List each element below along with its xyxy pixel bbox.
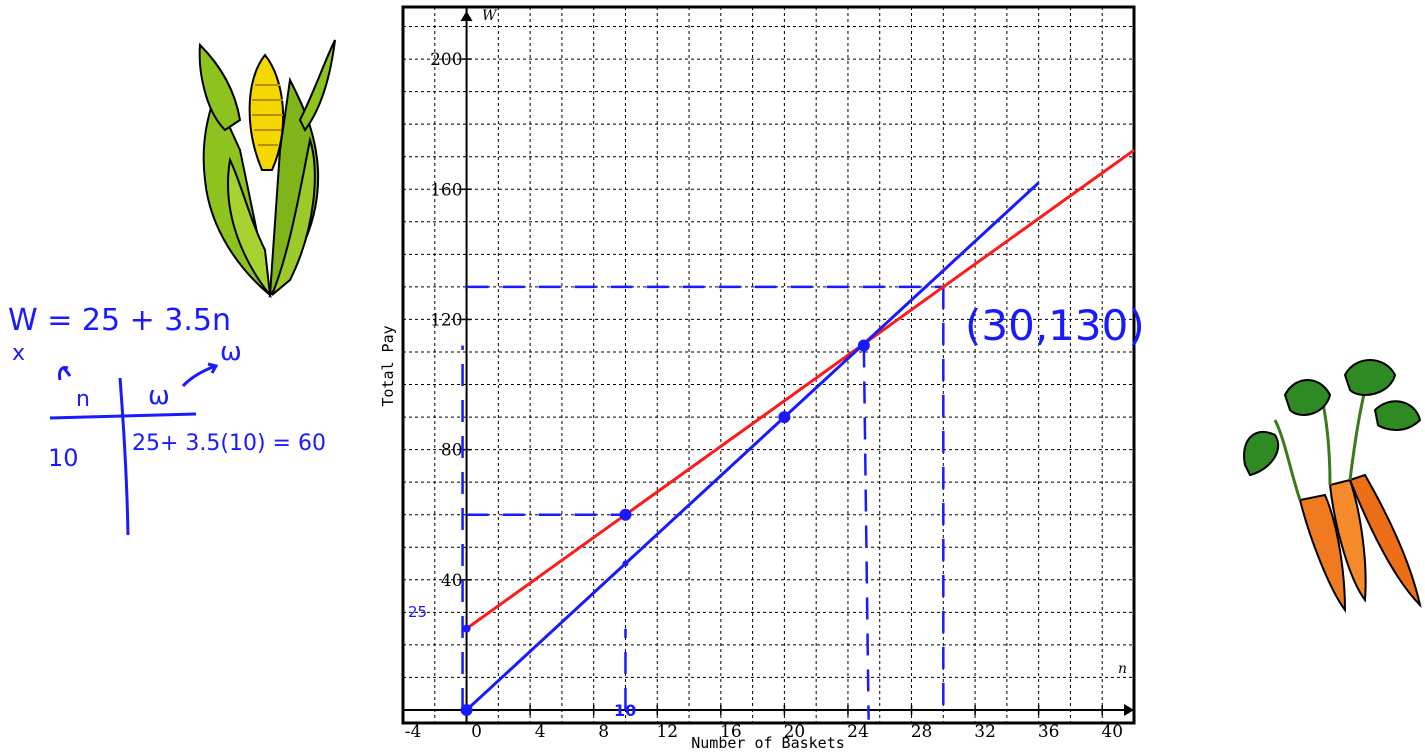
x-tick-label: 32 xyxy=(974,722,996,742)
x-tick-label: 16 xyxy=(720,722,742,742)
n-note: n xyxy=(76,387,90,412)
y-tick-label: 40 xyxy=(441,571,463,591)
series-line xyxy=(465,148,1135,630)
x-tick-label: 12 xyxy=(656,722,678,742)
table-row-n: 10 xyxy=(48,444,79,472)
x-tick-label: 40 xyxy=(1101,722,1123,742)
carrots-illustration xyxy=(1243,359,1422,614)
y-tick-label: 200 xyxy=(430,50,462,70)
marked-points xyxy=(460,339,870,716)
w-note: ω xyxy=(148,381,170,411)
data-point xyxy=(778,411,791,424)
series-line xyxy=(465,181,1040,712)
equation-text: W = 25 + 3.5n xyxy=(8,303,231,338)
y-tick-label: 120 xyxy=(430,310,462,330)
x-tick-label: 0 xyxy=(471,722,482,742)
series-group xyxy=(465,148,1135,712)
x-tick-label: 28 xyxy=(911,722,933,742)
x-axis-title: Number of Baskets xyxy=(691,734,845,752)
x-tick-label: -4 xyxy=(405,722,422,742)
guide-line-x25 xyxy=(862,345,870,720)
grid-lines xyxy=(402,7,1135,723)
y-tick-label: 160 xyxy=(430,180,462,200)
w-note-2: ω xyxy=(220,337,242,367)
x-note: x xyxy=(12,341,25,366)
data-point xyxy=(619,508,632,521)
guide-lines xyxy=(461,285,945,720)
data-point xyxy=(857,339,870,352)
axes xyxy=(403,7,1134,723)
y-mark-label: 25 xyxy=(408,603,427,621)
x-axis-letter: n xyxy=(1118,661,1127,677)
x-tick-label: 4 xyxy=(535,722,546,742)
data-point xyxy=(462,624,471,633)
x-tick-label: 36 xyxy=(1038,722,1060,742)
curved-arrow-icon xyxy=(58,366,72,381)
plot-frame xyxy=(401,5,1136,725)
y-axis-title: Total Pay xyxy=(379,325,397,406)
y-axis-letter: W xyxy=(482,8,498,24)
x-tick-label: 24 xyxy=(847,722,869,742)
x-mark-label: 10 xyxy=(614,701,636,720)
arrow-icon xyxy=(181,362,219,388)
side-work: W = 25 + 3.5n x n ω ω 10 25+ 3.5(10) = 6… xyxy=(8,303,326,536)
y-axis-arrow-icon xyxy=(460,11,473,21)
table-row-w: 25+ 3.5(10) = 60 xyxy=(132,431,326,456)
x-tick-label: 20 xyxy=(784,722,806,742)
intersection-label: (30,130) xyxy=(965,301,1145,350)
table-vertical-rule xyxy=(118,377,130,536)
y-tick-label: 80 xyxy=(441,441,463,461)
data-point xyxy=(460,703,473,716)
corn-illustration xyxy=(198,39,336,299)
data-point xyxy=(622,560,629,567)
x-axis-arrow-icon xyxy=(1124,703,1134,716)
x-tick-label: 8 xyxy=(598,722,609,742)
